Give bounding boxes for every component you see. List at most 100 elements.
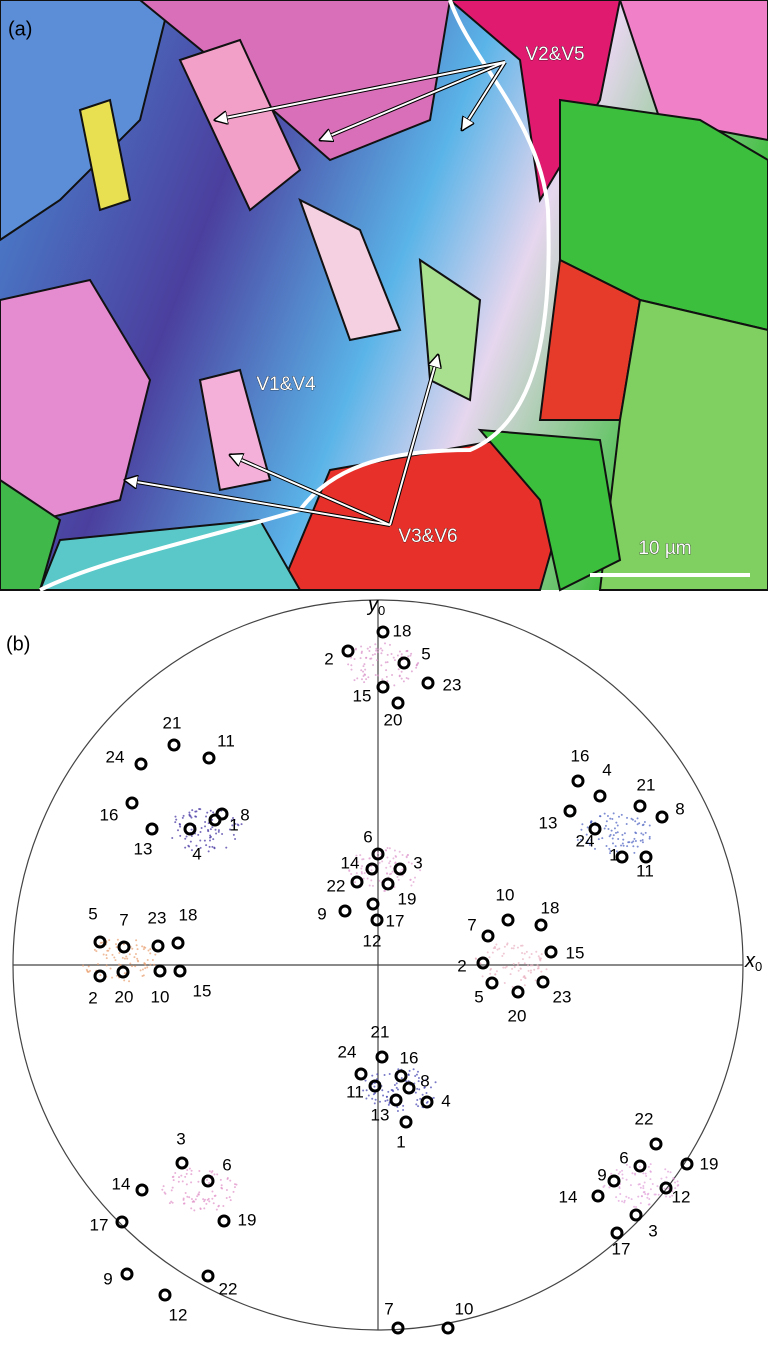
marker-ring bbox=[633, 799, 647, 813]
cloud-dot bbox=[372, 664, 375, 667]
cloud-dot bbox=[496, 948, 499, 951]
cloud-dot bbox=[205, 1202, 208, 1205]
cloud-dot bbox=[660, 1177, 663, 1180]
cloud-dot bbox=[632, 845, 635, 848]
cloud-dot bbox=[111, 976, 114, 979]
marker-label: 24 bbox=[338, 1042, 357, 1061]
cloud-dot bbox=[188, 1167, 191, 1170]
cloud-dot bbox=[607, 827, 610, 830]
marker-label: 20 bbox=[384, 710, 403, 729]
cloud-dot bbox=[394, 862, 397, 865]
cloud-dot bbox=[362, 877, 365, 880]
cloud-dot bbox=[627, 841, 630, 844]
cloud-dot bbox=[215, 832, 218, 835]
cloud-dot bbox=[211, 818, 214, 821]
cloud-dot bbox=[197, 1193, 200, 1196]
cloud-dot bbox=[149, 952, 152, 955]
cloud-dot bbox=[423, 1086, 426, 1089]
cloud-dot bbox=[580, 828, 583, 831]
x-axis-base: x bbox=[744, 950, 756, 972]
cloud-dot bbox=[179, 825, 182, 828]
cloud-dot bbox=[418, 1088, 421, 1091]
cloud-dot bbox=[671, 1194, 674, 1197]
cloud-dot bbox=[614, 845, 617, 848]
cloud-dot bbox=[641, 838, 644, 841]
marker-ring bbox=[588, 822, 602, 836]
cloud-dot bbox=[162, 1185, 165, 1188]
cloud-dot bbox=[628, 1166, 631, 1169]
cloud-dot bbox=[407, 861, 410, 864]
cloud-dot bbox=[206, 1178, 209, 1181]
cloud-dot bbox=[362, 1089, 365, 1092]
marker-ring bbox=[208, 813, 222, 827]
cloud-dot bbox=[230, 819, 233, 822]
cloud-dot bbox=[533, 968, 536, 971]
cloud-dot bbox=[375, 647, 378, 650]
cloud-dot bbox=[630, 841, 633, 844]
cloud-dot bbox=[393, 684, 396, 687]
cloud-dot bbox=[432, 1096, 435, 1099]
cloud-dot bbox=[219, 1178, 222, 1181]
marker-label: 6 bbox=[619, 1148, 628, 1167]
cloud-dot bbox=[118, 963, 121, 966]
cloud-dot bbox=[365, 1089, 368, 1092]
cloud-dot bbox=[644, 1172, 647, 1175]
cloud-dot bbox=[356, 677, 359, 680]
cloud-dot bbox=[93, 948, 96, 951]
cloud-dot bbox=[633, 851, 636, 854]
cloud-dot bbox=[215, 1208, 218, 1211]
cloud-dot bbox=[376, 855, 379, 858]
cloud-dot bbox=[529, 971, 532, 974]
cloud-dot bbox=[374, 653, 377, 656]
cloud-dot bbox=[414, 1091, 417, 1094]
marker-label: 23 bbox=[553, 987, 572, 1006]
cloud-dot bbox=[234, 822, 237, 825]
marker-ring bbox=[501, 913, 515, 927]
cloud-dot bbox=[616, 831, 619, 834]
cloud-dot bbox=[213, 846, 216, 849]
marker-label: 19 bbox=[238, 1210, 257, 1229]
cloud-dot bbox=[143, 962, 146, 965]
cloud-dot bbox=[621, 1173, 624, 1176]
cloud-dot bbox=[141, 974, 144, 977]
cloud-dot bbox=[161, 1188, 164, 1191]
cloud-dot bbox=[172, 1179, 175, 1182]
cloud-dot bbox=[374, 1098, 377, 1101]
cloud-dot bbox=[622, 838, 625, 841]
cloud-dot bbox=[217, 1204, 220, 1207]
cloud-dot bbox=[142, 948, 145, 951]
cloud-dot bbox=[510, 947, 513, 950]
cloud-dot bbox=[643, 1181, 646, 1184]
cloud-dot bbox=[199, 1207, 202, 1210]
marker-label: 4 bbox=[602, 760, 611, 779]
cloud-dot bbox=[407, 677, 410, 680]
cloud-dot bbox=[640, 832, 643, 835]
cloud-dot bbox=[649, 1170, 652, 1173]
cloud-dot bbox=[664, 1168, 667, 1171]
cloud-dot bbox=[509, 973, 512, 976]
cloud-dot bbox=[363, 872, 366, 875]
cloud-dot bbox=[381, 1089, 384, 1092]
cloud-dot bbox=[364, 673, 367, 676]
cloud-dot bbox=[199, 846, 202, 849]
cloud-dot bbox=[636, 845, 639, 848]
cloud-dot bbox=[414, 876, 417, 879]
cloud-dot bbox=[240, 823, 243, 826]
marker-ring bbox=[421, 676, 435, 690]
cloud-dot bbox=[105, 957, 108, 960]
cloud-dot bbox=[623, 832, 626, 835]
cloud-dot bbox=[376, 659, 379, 662]
cloud-dot bbox=[425, 1078, 428, 1081]
marker-label: 5 bbox=[88, 904, 97, 923]
cloud-dot bbox=[168, 1202, 171, 1205]
cloud-dot bbox=[634, 820, 637, 823]
cloud-dot bbox=[123, 957, 126, 960]
cloud-dot bbox=[389, 860, 392, 863]
marker-ring bbox=[536, 975, 550, 989]
cloud-dot bbox=[612, 812, 615, 815]
cloud-dot bbox=[149, 963, 152, 966]
cloud-dot bbox=[189, 840, 192, 843]
marker-label: 4 bbox=[441, 1091, 450, 1110]
cloud-dot bbox=[405, 1080, 408, 1083]
marker-ring bbox=[135, 1183, 149, 1197]
